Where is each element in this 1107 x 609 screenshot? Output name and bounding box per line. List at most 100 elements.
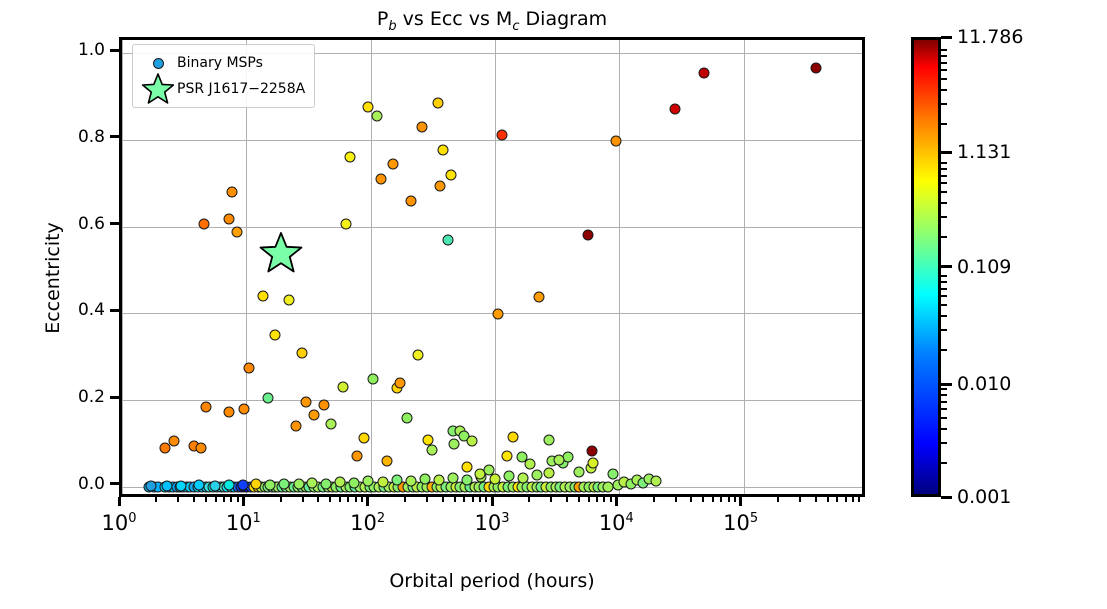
data-point [426,444,438,456]
colorbar-tick-minor [941,461,947,464]
data-point [401,412,413,424]
title-p-subscript: b [388,18,397,34]
x-axis-tick-minor [596,497,599,502]
x-axis-tick-minor [674,497,677,502]
x-axis-label: Orbital period (hours) [389,570,595,592]
x-axis-tick-major [241,497,245,506]
y-axis-label: Eccentricity [42,222,64,334]
colorbar-tick-minor [941,427,947,430]
x-axis-tick-minor [851,497,854,502]
colorbar-tick-minor [941,287,947,290]
data-point [394,377,406,389]
y-axis-tick-label: 0.0 [77,473,105,494]
y-axis-tick-label: 0.2 [77,387,105,408]
data-point [308,409,320,421]
data-point [387,158,399,170]
data-point [461,474,473,486]
x-axis-tick-minor [463,497,466,502]
x-axis-tick-label: 100 [101,511,137,535]
colorbar-tick-minor [941,182,947,185]
title-middle: vs Ecc vs M [396,8,513,30]
x-axis-tick-minor [155,497,158,502]
colorbar-tick-minor [941,295,947,298]
legend-label-binary-msps: Binary MSPs [177,55,263,71]
data-point [237,479,249,491]
colorbar-tick-minor [941,236,947,239]
data-point [432,97,444,109]
legend-entry-binary-msps: Binary MSPs [139,50,305,76]
x-axis-tick-minor [528,497,531,502]
colorbar-tick-minor [941,400,947,403]
x-axis-tick-minor [329,497,332,502]
data-point [607,468,619,480]
data-point [223,406,235,418]
data-point [466,435,478,447]
plot-area [122,40,862,494]
data-point [257,290,269,302]
colorbar-tick-minor [941,89,947,92]
legend-entry-highlight-pulsar: PSR J1617−2258A [139,73,305,104]
data-point [405,475,417,487]
x-axis-tick-minor [652,497,655,502]
data-point [810,62,822,74]
x-axis-tick-minor [609,497,612,502]
data-point [586,445,598,457]
data-point [458,430,470,442]
x-axis-tick-major [614,497,618,506]
data-point [367,373,379,385]
x-axis-tick-label: 103 [474,511,510,535]
data-point [412,349,424,361]
data-point [318,399,330,411]
colorbar-tick-minor [941,388,947,391]
colorbar-tick-minor [941,49,947,52]
colorbar-tick-minor [941,280,947,283]
chart-title: Pb vs Ecc vs Mc Diagram [119,8,865,34]
data-point [320,478,332,489]
data-point [543,434,555,446]
data-point [610,135,622,147]
data-point [278,478,290,489]
data-point [238,403,250,415]
data-point [391,474,403,486]
x-axis-tick-minor [453,497,456,502]
x-axis-tick-minor [347,497,350,502]
data-point [243,362,255,374]
legend-star-icon [139,72,177,106]
y-axis-tick-label: 0.8 [77,126,105,147]
data-point [269,329,281,341]
gridline-vertical [122,40,123,494]
y-axis-tick-major [110,308,119,312]
data-point [231,226,243,238]
data-point [573,466,585,478]
gridline-horizontal [122,400,862,402]
title-end: Diagram [519,8,608,30]
data-point [375,173,386,185]
data-point [209,480,221,492]
data-point [300,396,312,408]
x-axis-tick-minor [360,497,363,502]
x-axis-tick-minor [814,497,817,502]
data-point [283,294,295,306]
colorbar-tick-minor [941,69,947,72]
x-axis-tick-major [117,497,121,506]
x-axis-tick-major [739,497,743,506]
data-point [445,169,457,181]
data-point [381,455,393,467]
x-axis-tick-label: 101 [225,511,261,535]
colorbar-tick-minor [941,174,947,177]
colorbar-tick-minor [941,55,947,57]
data-point [501,450,513,462]
x-axis-tick-minor [844,497,847,502]
x-axis-tick-minor [441,497,444,502]
x-axis-tick-label: 105 [723,511,759,535]
data-point [195,442,207,454]
colorbar-tick-minor [941,275,947,278]
colorbar-tick-minor [941,408,947,411]
data-point [161,480,173,492]
gridline-vertical [370,40,372,494]
data-point [193,479,205,491]
colorbar: 0.001 0.010 0.109 1.131 11.786 [911,26,1023,508]
data-point [516,451,528,463]
x-axis-tick-minor [836,497,839,502]
data-point [296,347,308,359]
